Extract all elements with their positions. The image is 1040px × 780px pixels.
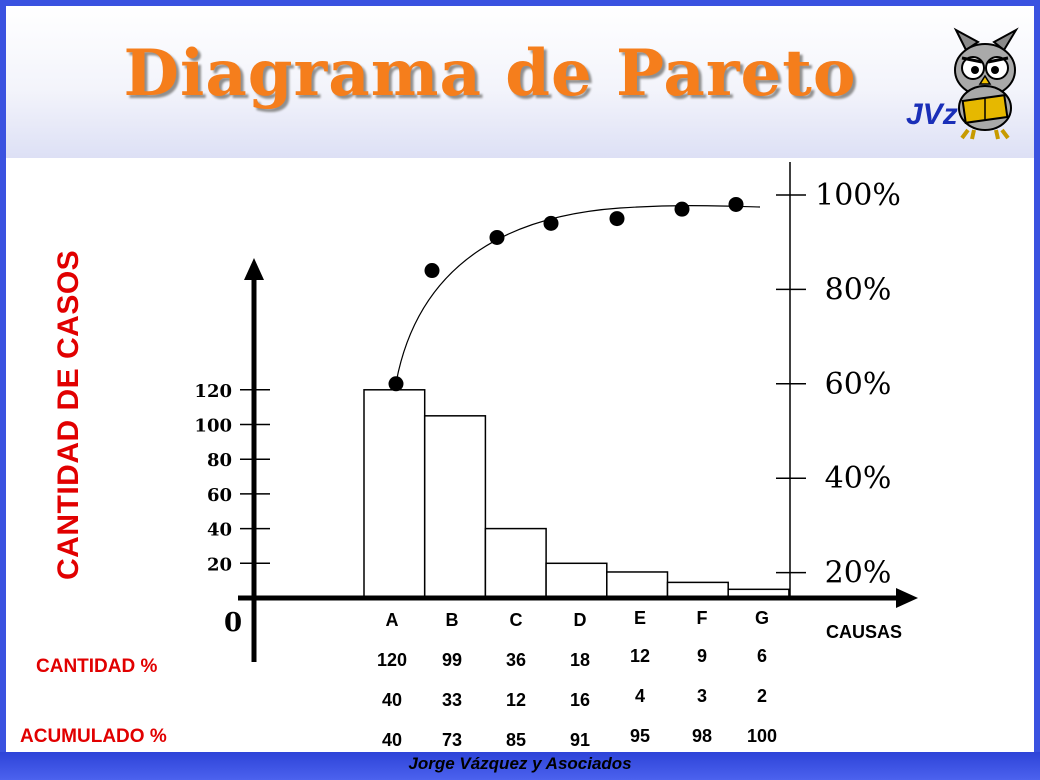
cumulative-point-B [424,263,440,279]
table-cell: 6 [756,646,767,666]
right-tick-label: 80% [825,272,892,307]
table-cell: 12 [505,690,527,710]
bar-E [606,571,669,599]
header-band [6,6,1034,158]
x-axis-arrow [896,588,918,608]
table-cell: 18 [569,650,591,670]
footer-band [0,752,1040,780]
footer-text: Jorge Vázquez y Asociados [408,754,632,773]
cumulative-point-E [609,211,625,227]
origin-label: 0 [224,608,243,638]
category-label-G: G [754,608,769,628]
right-tick-label: 100% [815,178,901,213]
frame-right [1034,0,1040,780]
right-tick-label: 40% [825,461,892,496]
table-cell: 40 [381,690,403,710]
table-cell: 91 [569,730,591,750]
left-tick-label: 80 [207,450,232,471]
cumulative-point-G [728,196,744,212]
table-cell: 95 [629,726,651,746]
table-cell: 2 [756,686,767,706]
table-cell: 40 [381,730,403,750]
owl-logo-icon [953,27,1019,140]
left-tick-label: 120 [194,381,232,402]
left-tick-label: 100 [194,416,232,437]
bar-C [484,527,547,599]
table-cell: 99 [441,650,463,670]
category-label-C: C [509,610,523,630]
bar-B [423,415,487,599]
cumulative-curve [395,205,761,384]
table-cell: 85 [505,730,527,750]
table-cell: 3 [696,686,707,706]
category-label-E: E [633,608,646,628]
category-label-D: D [573,610,587,630]
table-cell: 4 [634,686,645,706]
table-cell: 33 [441,690,463,710]
row-label-acumulado: ACUMULADO % [20,726,167,747]
category-label-B: B [445,610,459,630]
left-tick-label: 20 [207,554,232,575]
frame-left [0,0,6,780]
y-axis-arrow [244,258,264,280]
cumulative-point-C [489,229,505,245]
cumulative-point-F [674,201,690,217]
x-axis-label: CAUSAS [826,622,903,642]
table-cell: 9 [696,646,707,666]
table-cell: 98 [691,726,713,746]
cumulative-point-D [543,215,559,231]
right-tick-label: 60% [825,367,892,402]
cumulative-point-A [388,376,404,392]
bar-A [363,389,426,599]
row-label-cantidad: CANTIDAD % [36,656,158,677]
frame-top [0,0,1040,6]
right-tick-label: 20% [825,556,892,591]
table-cell: 73 [441,730,463,750]
logo-text: JVz [906,98,958,131]
page-title: Diagrama de Pareto [123,36,857,111]
table-cell: 36 [505,650,527,670]
table-cell: 16 [569,690,591,710]
table-cell: 100 [746,726,778,746]
category-label-A: A [385,610,399,630]
table-cell: 12 [629,646,651,666]
bar-D [545,562,608,599]
left-tick-label: 60 [207,485,232,506]
table-cell: 120 [376,650,408,670]
left-tick-label: 40 [207,520,232,541]
category-label-F: F [696,608,708,628]
